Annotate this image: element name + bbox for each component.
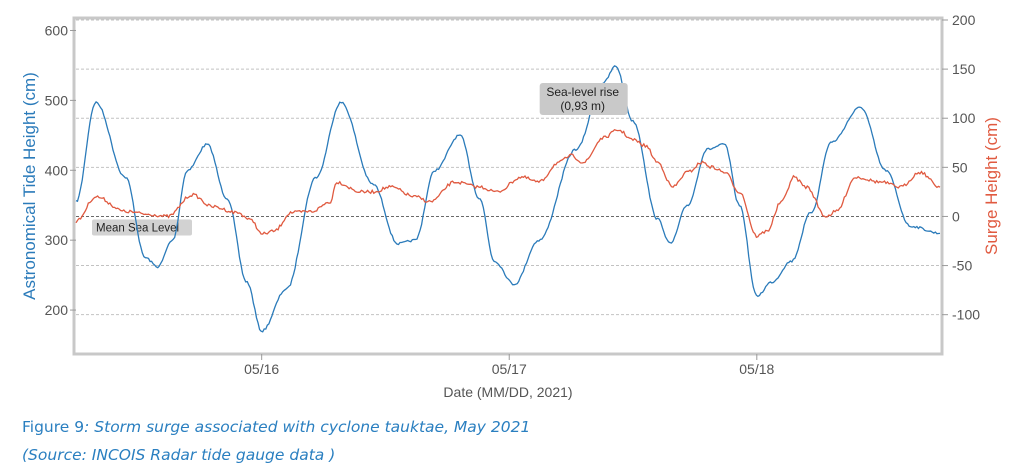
grid-lines <box>76 19 940 316</box>
figure-title: : Storm surge associated with cyclone ta… <box>84 418 531 436</box>
right-tick-label: 150 <box>952 61 976 77</box>
figure-label: Figure 9 <box>22 418 85 436</box>
mean-sea-level-label-box <box>92 219 192 236</box>
series-group <box>75 65 941 333</box>
figure-source: (Source: INCOIS Radar tide gauge data ) <box>22 446 336 464</box>
x-axis-title: Date (MM/DD, 2021) <box>443 384 572 400</box>
right-tick-label: -100 <box>952 307 980 323</box>
tide-series-line <box>75 65 941 333</box>
left-tick-label: 200 <box>45 302 69 318</box>
x-tick-label: 05/16 <box>244 361 279 377</box>
right-tick-label: 200 <box>952 12 976 28</box>
annotation-box <box>539 83 628 115</box>
right-tick-label: -50 <box>952 258 972 274</box>
plot-frame <box>72 16 944 356</box>
right-axis-title: Surge Height (cm) <box>982 117 1001 255</box>
left-axis-title: Astronomical Tide Height (cm) <box>20 72 39 300</box>
figure-caption: Figure 9: Storm surge associated with cy… <box>22 418 530 436</box>
left-tick-label: 600 <box>45 22 69 38</box>
left-tick-label: 400 <box>45 162 69 178</box>
right-tick-label: 50 <box>952 159 968 175</box>
axes-group: 200 300 400 500 600 -100 -50 0 50 100 150 200 05/16 0… <box>20 12 1001 400</box>
left-tick-label: 500 <box>45 92 69 108</box>
annotation-line-1: Sea-level rise <box>546 85 619 99</box>
right-tick-label: 100 <box>952 110 976 126</box>
left-tick-label: 300 <box>45 232 69 248</box>
tide-surge-chart: Mean Sea Level 200 300 400 500 600 -100 -50 0 50… <box>20 12 1001 400</box>
x-tick-label: 05/18 <box>739 361 774 377</box>
x-tick-label: 05/17 <box>492 361 527 377</box>
mean-sea-level-group: Mean Sea Level <box>76 215 940 236</box>
right-tick-label: 0 <box>952 208 960 224</box>
annotation-group: Sea-level rise(0,93 m) <box>539 83 628 115</box>
annotation-line-2: (0,93 m) <box>560 99 605 113</box>
surge-series-line <box>75 128 941 239</box>
